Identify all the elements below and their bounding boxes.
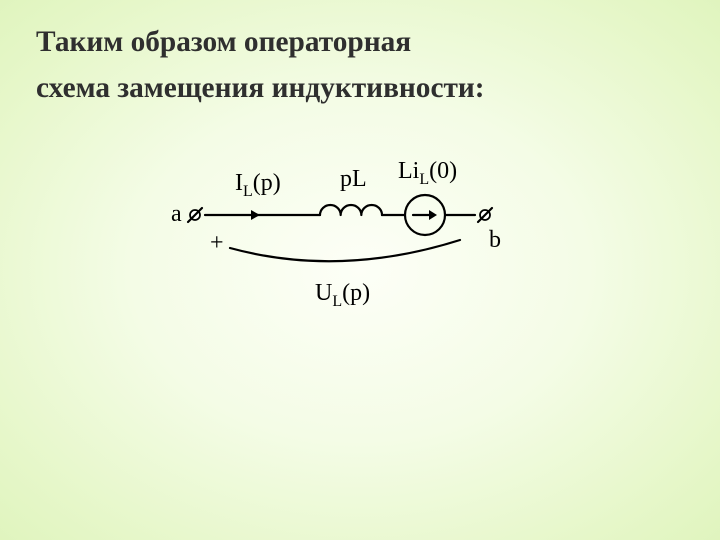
title-line-1: Таким образом операторная	[36, 26, 411, 59]
label-plus: +	[210, 230, 224, 256]
title-line-2: схема замещения индуктивности:	[36, 72, 485, 105]
inductor-operator-circuit: IL(p) pL LiL(0) UL(p) + a b	[150, 130, 530, 320]
terminal-a-label: a	[171, 201, 182, 227]
label-pL: pL	[340, 166, 367, 192]
label-LiL-0: LiL(0)	[398, 158, 457, 188]
terminal-b-label: b	[489, 227, 501, 253]
label-UL-p: UL(p)	[315, 280, 370, 310]
label-IL-p: IL(p)	[235, 170, 281, 200]
